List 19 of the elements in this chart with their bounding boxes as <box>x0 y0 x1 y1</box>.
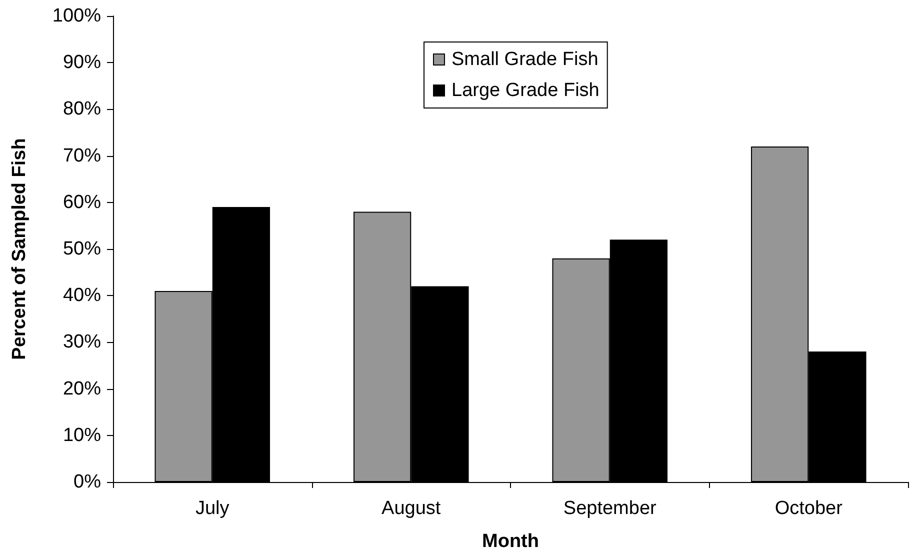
y-tick-label: 80% <box>62 98 102 120</box>
y-tick-label: 20% <box>62 378 102 400</box>
y-tick-label: 70% <box>62 145 102 166</box>
y-tick-label: 60% <box>62 192 102 213</box>
y-tick-label: 0% <box>74 472 102 492</box>
x-tick-label: August <box>382 498 442 519</box>
y-tick-label: 50% <box>62 238 102 260</box>
y-tick-label: 90% <box>62 52 102 74</box>
x-tick-label: October <box>774 498 844 519</box>
legend-label: Small Grade Fish <box>452 49 598 70</box>
y-tick-label: 40% <box>62 285 102 306</box>
y-tick-label: 30% <box>62 332 102 353</box>
legend-label: Large Grade Fish <box>452 80 600 101</box>
y-axis-title: Percent of Sampled Fish <box>9 138 30 360</box>
y-tick-label: 10% <box>62 424 102 446</box>
x-axis-title: Month <box>482 531 539 552</box>
y-tick-label: 100% <box>52 6 102 26</box>
x-tick-label: July <box>195 498 230 519</box>
x-tick-label: September <box>563 498 658 519</box>
